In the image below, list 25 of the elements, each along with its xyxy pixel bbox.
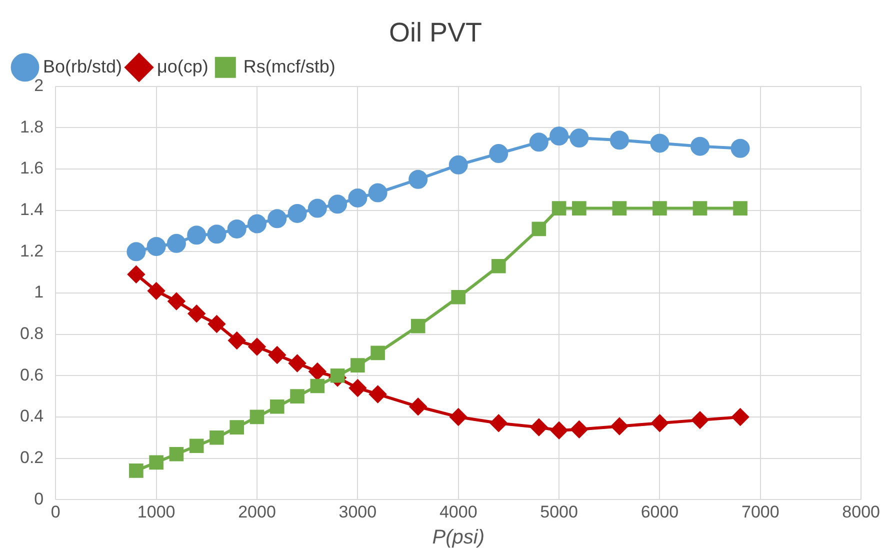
- y-tick-label: 1.6: [20, 158, 44, 178]
- y-tick-label: 0.8: [20, 324, 44, 344]
- y-tick-label: 0.4: [20, 406, 44, 426]
- x-tick-label: 2000: [238, 502, 276, 522]
- y-tick-label: 1.8: [20, 117, 44, 136]
- y-tick-label: 0: [34, 489, 44, 508]
- x-tick-label: 0: [50, 502, 60, 522]
- y-tick-label: 0.2: [20, 448, 44, 467]
- legend-label: Bo(rb/std): [43, 56, 122, 76]
- y-tick-label: 1.2: [20, 241, 44, 260]
- legend-label: Rs(mcf/stb): [243, 56, 336, 76]
- x-axis-title: P(psi): [432, 526, 484, 549]
- x-tick-label: 3000: [338, 502, 377, 522]
- x-tick-label: 5000: [540, 502, 578, 522]
- x-tick-label: 6000: [640, 502, 679, 522]
- x-tick-label: 1000: [137, 502, 176, 522]
- y-tick-label: 0.6: [20, 365, 44, 384]
- y-tick-label: 1.4: [20, 200, 44, 220]
- x-tick-label: 4000: [439, 502, 478, 522]
- legend-label: μo(cp): [157, 56, 208, 76]
- y-tick-label: 1: [34, 282, 44, 302]
- chart-title: Oil PVT: [388, 18, 482, 48]
- y-tick-label: 2: [34, 76, 44, 96]
- x-tick-label: 8000: [842, 502, 880, 522]
- x-tick-label: 7000: [741, 502, 780, 522]
